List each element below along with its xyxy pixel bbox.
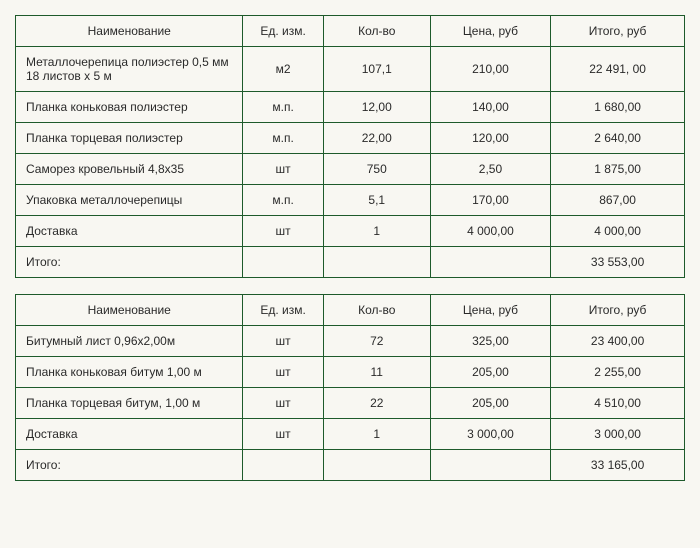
cell-unit: шт <box>243 357 323 388</box>
cell-qty: 12,00 <box>323 92 430 123</box>
cell-unit: шт <box>243 388 323 419</box>
table-header-row: Наименование Ед. изм. Кол-во Цена, руб И… <box>16 16 685 47</box>
table-row: Планка коньковая битум 1,00 м шт 11 205,… <box>16 357 685 388</box>
cell-unit: шт <box>243 419 323 450</box>
cell-name: Планка коньковая полиэстер <box>16 92 243 123</box>
cell-total: 22 491, 00 <box>551 47 685 92</box>
cell-qty: 1 <box>323 216 430 247</box>
cell-unit: шт <box>243 326 323 357</box>
cell-qty: 107,1 <box>323 47 430 92</box>
cell-qty: 750 <box>323 154 430 185</box>
footer-empty <box>430 247 550 278</box>
table-row: Упаковка металлочерепицы м.п. 5,1 170,00… <box>16 185 685 216</box>
table-row: Саморез кровельный 4,8х35 шт 750 2,50 1 … <box>16 154 685 185</box>
estimate-table-1: Наименование Ед. изм. Кол-во Цена, руб И… <box>15 15 685 278</box>
footer-empty <box>323 450 430 481</box>
cell-price: 325,00 <box>430 326 550 357</box>
cell-unit: м.п. <box>243 123 323 154</box>
footer-empty <box>243 450 323 481</box>
table-footer-row: Итого: 33 553,00 <box>16 247 685 278</box>
cell-qty: 11 <box>323 357 430 388</box>
cell-name: Планка коньковая битум 1,00 м <box>16 357 243 388</box>
cell-qty: 22 <box>323 388 430 419</box>
cell-price: 3 000,00 <box>430 419 550 450</box>
cell-total: 4 510,00 <box>551 388 685 419</box>
footer-empty <box>323 247 430 278</box>
footer-empty <box>243 247 323 278</box>
col-name: Наименование <box>16 16 243 47</box>
cell-unit: м.п. <box>243 185 323 216</box>
footer-total: 33 553,00 <box>551 247 685 278</box>
cell-total: 867,00 <box>551 185 685 216</box>
footer-label: Итого: <box>16 450 243 481</box>
cell-price: 140,00 <box>430 92 550 123</box>
cell-price: 2,50 <box>430 154 550 185</box>
table-row: Битумный лист 0,96х2,00м шт 72 325,00 23… <box>16 326 685 357</box>
cell-name: Планка торцевая полиэстер <box>16 123 243 154</box>
cell-total: 4 000,00 <box>551 216 685 247</box>
cell-qty: 22,00 <box>323 123 430 154</box>
cell-total: 3 000,00 <box>551 419 685 450</box>
table-row: Доставка шт 1 3 000,00 3 000,00 <box>16 419 685 450</box>
cell-price: 205,00 <box>430 357 550 388</box>
col-price: Цена, руб <box>430 295 550 326</box>
table-row: Планка коньковая полиэстер м.п. 12,00 14… <box>16 92 685 123</box>
cell-price: 4 000,00 <box>430 216 550 247</box>
col-unit: Ед. изм. <box>243 16 323 47</box>
footer-label: Итого: <box>16 247 243 278</box>
table-row: Доставка шт 1 4 000,00 4 000,00 <box>16 216 685 247</box>
col-unit: Ед. изм. <box>243 295 323 326</box>
cell-name: Доставка <box>16 419 243 450</box>
col-total: Итого, руб <box>551 16 685 47</box>
cell-total: 23 400,00 <box>551 326 685 357</box>
col-total: Итого, руб <box>551 295 685 326</box>
cell-name: Саморез кровельный 4,8х35 <box>16 154 243 185</box>
cell-price: 210,00 <box>430 47 550 92</box>
cell-unit: м2 <box>243 47 323 92</box>
cell-name: Металлочерепица полиэстер 0,5 мм 18 лист… <box>16 47 243 92</box>
footer-total: 33 165,00 <box>551 450 685 481</box>
footer-empty <box>430 450 550 481</box>
cell-qty: 72 <box>323 326 430 357</box>
col-qty: Кол-во <box>323 16 430 47</box>
estimate-table-2: Наименование Ед. изм. Кол-во Цена, руб И… <box>15 294 685 481</box>
cell-qty: 1 <box>323 419 430 450</box>
cell-unit: шт <box>243 154 323 185</box>
col-qty: Кол-во <box>323 295 430 326</box>
cell-name: Планка торцевая битум, 1,00 м <box>16 388 243 419</box>
cell-price: 205,00 <box>430 388 550 419</box>
cell-price: 120,00 <box>430 123 550 154</box>
cell-unit: шт <box>243 216 323 247</box>
col-price: Цена, руб <box>430 16 550 47</box>
cell-name: Доставка <box>16 216 243 247</box>
table-row: Планка торцевая полиэстер м.п. 22,00 120… <box>16 123 685 154</box>
table-row: Металлочерепица полиэстер 0,5 мм 18 лист… <box>16 47 685 92</box>
cell-total: 2 255,00 <box>551 357 685 388</box>
cell-total: 1 875,00 <box>551 154 685 185</box>
cell-name: Упаковка металлочерепицы <box>16 185 243 216</box>
cell-qty: 5,1 <box>323 185 430 216</box>
cell-total: 2 640,00 <box>551 123 685 154</box>
table-header-row: Наименование Ед. изм. Кол-во Цена, руб И… <box>16 295 685 326</box>
cell-unit: м.п. <box>243 92 323 123</box>
table-row: Планка торцевая битум, 1,00 м шт 22 205,… <box>16 388 685 419</box>
col-name: Наименование <box>16 295 243 326</box>
table-footer-row: Итого: 33 165,00 <box>16 450 685 481</box>
cell-name: Битумный лист 0,96х2,00м <box>16 326 243 357</box>
cell-total: 1 680,00 <box>551 92 685 123</box>
cell-price: 170,00 <box>430 185 550 216</box>
